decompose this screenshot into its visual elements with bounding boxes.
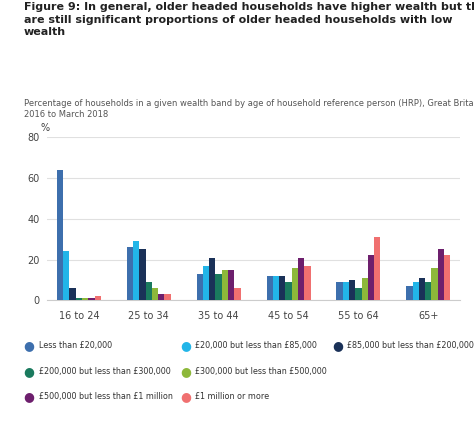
Bar [57, 170, 63, 300]
Text: Less than £20,000: Less than £20,000 [39, 341, 112, 350]
Bar [127, 247, 133, 300]
Bar [349, 280, 356, 300]
Bar [285, 282, 292, 300]
Text: %: % [40, 123, 50, 133]
Text: ●: ● [180, 339, 191, 352]
Text: ●: ● [24, 339, 35, 352]
Bar [412, 282, 419, 300]
Bar [197, 274, 203, 300]
Bar [419, 278, 425, 300]
Bar [425, 282, 431, 300]
Bar [146, 282, 152, 300]
Bar [82, 298, 88, 300]
Bar [266, 276, 273, 300]
Bar [95, 296, 101, 300]
Bar [222, 270, 228, 300]
Bar [406, 286, 412, 300]
Bar [76, 298, 82, 300]
Text: £20,000 but less than £85,000: £20,000 but less than £85,000 [195, 341, 317, 350]
Bar [298, 257, 304, 300]
Bar [139, 249, 146, 300]
Bar [292, 268, 298, 300]
Text: ●: ● [332, 339, 343, 352]
Bar [152, 288, 158, 300]
Bar [216, 274, 222, 300]
Bar [133, 241, 139, 300]
Bar [228, 270, 234, 300]
Bar [69, 288, 76, 300]
Bar [337, 282, 343, 300]
Bar [88, 298, 95, 300]
Bar [431, 268, 438, 300]
Bar [368, 256, 374, 300]
Bar [63, 251, 69, 300]
Bar [304, 266, 310, 300]
Bar [273, 276, 279, 300]
Bar [362, 278, 368, 300]
Text: £500,000 but less than £1 million: £500,000 but less than £1 million [39, 393, 173, 401]
Bar [374, 237, 381, 300]
Text: £200,000 but less than £300,000: £200,000 but less than £300,000 [39, 367, 171, 375]
Bar [343, 282, 349, 300]
Bar [356, 288, 362, 300]
Bar [444, 256, 450, 300]
Text: ●: ● [24, 390, 35, 403]
Text: ●: ● [180, 390, 191, 403]
Text: Percentage of households in a given wealth band by age of household reference pe: Percentage of households in a given weal… [24, 99, 474, 119]
Text: ●: ● [180, 365, 191, 378]
Bar [158, 294, 164, 300]
Bar [234, 288, 241, 300]
Bar [438, 249, 444, 300]
Text: £300,000 but less than £500,000: £300,000 but less than £500,000 [195, 367, 327, 375]
Text: £85,000 but less than £200,000: £85,000 but less than £200,000 [347, 341, 474, 350]
Text: £1 million or more: £1 million or more [195, 393, 269, 401]
Text: Figure 9: In general, older headed households have higher wealth but there
are s: Figure 9: In general, older headed house… [24, 2, 474, 37]
Text: ●: ● [24, 365, 35, 378]
Bar [203, 266, 209, 300]
Bar [164, 294, 171, 300]
Bar [279, 276, 285, 300]
Bar [209, 257, 216, 300]
